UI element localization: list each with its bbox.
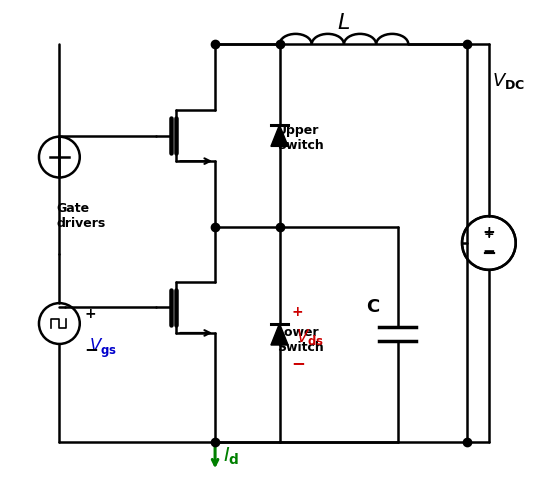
Text: $\mathbf{C}$: $\mathbf{C}$ bbox=[367, 298, 381, 316]
Text: Lower
Switch: Lower Switch bbox=[277, 326, 324, 354]
Text: Upper
Switch: Upper Switch bbox=[277, 124, 324, 152]
Text: $\mathbf{\it{I}}_{\mathbf{d}}$: $\mathbf{\it{I}}_{\mathbf{d}}$ bbox=[223, 446, 240, 468]
Text: Gate
drivers: Gate drivers bbox=[56, 202, 106, 230]
Text: $\mathbf{\it{V}}_{\mathbf{ds}}$: $\mathbf{\it{V}}_{\mathbf{ds}}$ bbox=[296, 327, 324, 347]
Text: $\mathbf{+}$: $\mathbf{+}$ bbox=[291, 305, 304, 319]
Polygon shape bbox=[271, 324, 288, 345]
Text: $\mathbf{+}$: $\mathbf{+}$ bbox=[83, 307, 96, 321]
Text: $\mathbf{-}$: $\mathbf{-}$ bbox=[83, 339, 98, 357]
Text: +: + bbox=[484, 228, 494, 242]
Polygon shape bbox=[271, 125, 288, 146]
Text: $\mathbf{+}$: $\mathbf{+}$ bbox=[482, 226, 495, 240]
Text: $\mathbf{\it{V}}_{\mathbf{DC}}$: $\mathbf{\it{V}}_{\mathbf{DC}}$ bbox=[491, 71, 525, 91]
Text: −: − bbox=[482, 243, 495, 259]
Text: $\mathbf{\it{L}}$: $\mathbf{\it{L}}$ bbox=[338, 13, 350, 33]
Text: $\mathbf{-}$: $\mathbf{-}$ bbox=[291, 353, 305, 371]
Text: $\mathbf{-}$: $\mathbf{-}$ bbox=[481, 244, 496, 262]
Text: $\mathbf{\it{V}}_{\mathbf{gs}}$: $\mathbf{\it{V}}_{\mathbf{gs}}$ bbox=[89, 337, 117, 360]
